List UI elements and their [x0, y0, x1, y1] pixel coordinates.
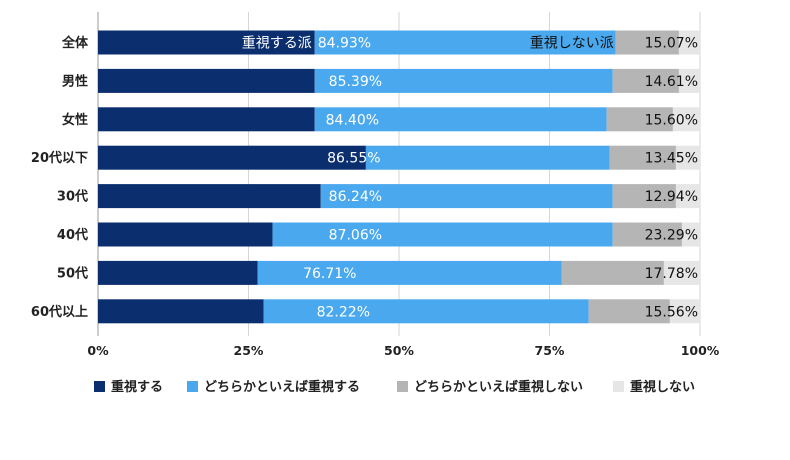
bar-segment — [675, 145, 700, 170]
category-label: 全体 — [61, 35, 89, 51]
category-label: 40代 — [57, 227, 88, 243]
group-label-important: 重視する派 — [242, 36, 312, 52]
bar-segment — [678, 68, 700, 93]
bar-segment — [588, 299, 670, 324]
data-label: 87.06% — [329, 228, 382, 244]
bars: 重視する派 84.93% 重視しない派 15.07% 85.39% 14.61% 84.40… — [98, 30, 700, 324]
category-label: 男性 — [62, 73, 88, 89]
data-label: 86.24% — [329, 189, 382, 205]
data-label: 12.94% — [645, 189, 698, 205]
bar-segment — [561, 260, 664, 285]
category-label: 60代以上 — [31, 304, 88, 320]
bar-segment — [615, 30, 679, 55]
bar-segment — [98, 145, 366, 170]
bar-segment — [98, 222, 273, 247]
bar-segment — [663, 260, 700, 285]
data-label: 84.93% — [318, 36, 371, 52]
x-tick-label: 25% — [234, 343, 264, 358]
bar-segment — [681, 222, 700, 247]
bar-segment — [675, 184, 700, 209]
bar-segment — [314, 107, 607, 132]
legend-label: どちらかといえば重視しない — [414, 379, 583, 395]
legend-label: どちらかといえば重視する — [204, 379, 360, 395]
data-label: 13.45% — [645, 151, 698, 167]
x-tick-label: 50% — [384, 343, 414, 358]
bar-segment — [98, 68, 315, 93]
data-label: 17.78% — [645, 266, 698, 282]
legend: 重視する どちらかといえば重視する どちらかといえば重視しない 重視しない — [94, 379, 695, 395]
category-label: 女性 — [62, 112, 88, 128]
bar-segment — [98, 299, 264, 324]
x-tick-labels: 0% 25% 50% 75% 100% — [87, 343, 719, 358]
bar-segment — [98, 260, 258, 285]
bar-segment — [98, 107, 315, 132]
bar-segment — [612, 68, 679, 93]
bar-segment — [98, 184, 321, 209]
bar-segment — [672, 107, 700, 132]
data-label: 15.56% — [645, 304, 698, 320]
group-label-not-important: 重視しない派 — [530, 36, 614, 52]
legend-label: 重視する — [111, 379, 163, 395]
bar-segment — [678, 30, 700, 55]
x-tick-label: 0% — [87, 343, 109, 358]
bar-segment — [314, 68, 613, 93]
data-label: 82.22% — [317, 304, 370, 320]
bar-segment — [272, 222, 613, 247]
data-label: 76.71% — [303, 266, 356, 282]
bar-segment — [257, 260, 562, 285]
bar-segment — [609, 145, 676, 170]
data-label: 15.60% — [645, 112, 698, 128]
x-tick-label: 75% — [535, 343, 565, 358]
legend-label: 重視しない — [630, 379, 695, 395]
bar-segment — [612, 222, 682, 247]
x-tick-label: 100% — [681, 343, 720, 358]
data-label: 15.07% — [645, 36, 698, 52]
legend-swatch — [613, 381, 624, 392]
gridlines — [97, 12, 701, 336]
category-label: 50代 — [57, 265, 88, 281]
bar-segment — [98, 30, 315, 55]
legend-swatch — [187, 381, 198, 392]
category-label: 30代 — [57, 189, 88, 205]
bar-segment — [365, 145, 610, 170]
bar-segment — [606, 107, 673, 132]
bar-segment — [320, 184, 613, 209]
data-label: 84.40% — [326, 112, 379, 128]
data-label: 86.55% — [327, 151, 380, 167]
data-label: 85.39% — [329, 74, 382, 90]
bar-segment — [612, 184, 676, 209]
legend-swatch — [397, 381, 408, 392]
bar-segment — [669, 299, 700, 324]
legend-swatch — [94, 381, 105, 392]
bar-segment — [314, 30, 616, 55]
bar-segment — [263, 299, 589, 324]
data-label: 14.61% — [645, 74, 698, 90]
category-label: 20代以下 — [31, 150, 88, 166]
data-label: 23.29% — [645, 228, 698, 244]
